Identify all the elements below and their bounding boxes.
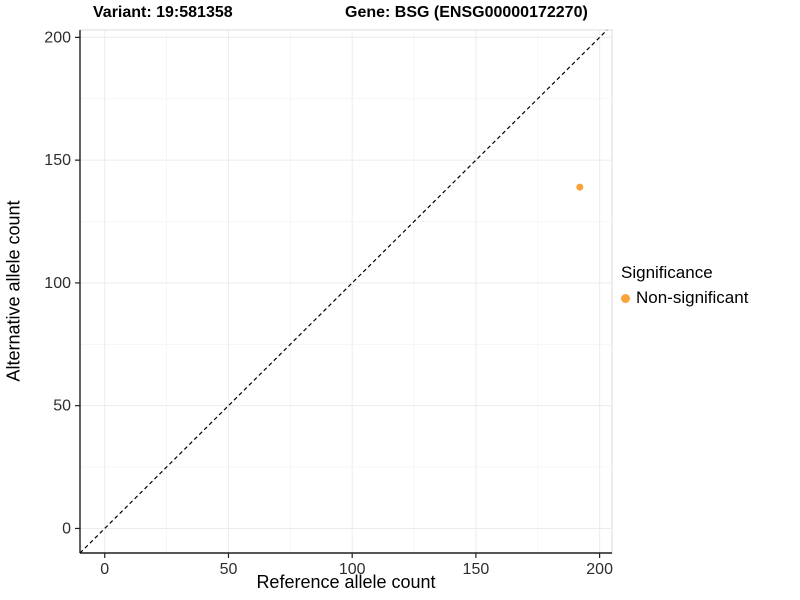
y-axis-label: Alternative allele count [3,200,24,382]
x-tick-label: 200 [586,561,613,578]
plot-title-gene: Gene: BSG (ENSG00000172270) [345,4,588,21]
x-tick-label: 50 [220,561,238,578]
x-tick-label: 0 [100,561,109,578]
legend-key-dot [621,293,630,303]
x-tick-label: 150 [463,561,490,578]
plot-title-variant: Variant: 19:581358 [93,4,233,21]
identity-line [79,29,608,554]
data-point [576,183,584,191]
x-tick-label: 100 [339,561,366,578]
legend-item-label: Non-significant [636,288,749,307]
y-tick-label: 150 [44,152,71,169]
legend-item-non-significant: Non-significant [621,288,748,308]
panel-background [79,29,613,554]
y-tick-label: 200 [44,29,71,46]
y-tick-label: 0 [62,520,71,537]
legend: Significance Non-significant [621,263,748,308]
y-tick-label: 100 [44,275,71,292]
legend-title: Significance [621,263,713,282]
y-tick-label: 50 [53,398,71,415]
x-axis-label: Reference allele count [256,572,436,592]
